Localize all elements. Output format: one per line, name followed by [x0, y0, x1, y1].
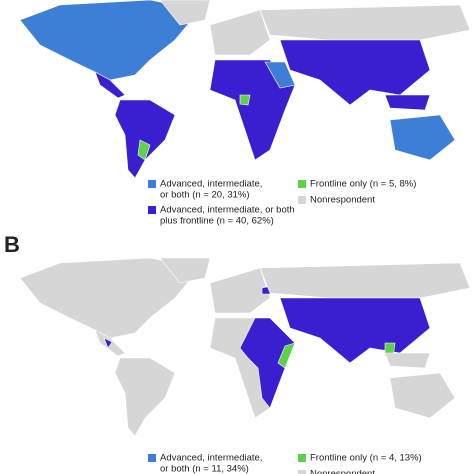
legend-swatch: [298, 180, 306, 188]
legend-text: Nonrespondent: [310, 469, 375, 474]
legend-text: Frontline only (n = 5, 8%): [310, 179, 416, 190]
legend-text: or both (n = 11, 34%): [160, 464, 249, 474]
world-map-b: [19, 257, 471, 437]
legend-swatch: [148, 180, 156, 188]
legend-text: Advanced, intermediate,: [160, 453, 262, 464]
world-map-a: [19, 0, 471, 179]
legend-swatch: [298, 196, 306, 204]
panel-label: B: [4, 232, 20, 257]
legend-swatch: [148, 454, 156, 462]
legend-text: Frontline only (n = 4, 13%): [310, 453, 422, 464]
legend-text: Advanced, intermediate, or both: [160, 205, 295, 216]
legend-swatch: [148, 206, 156, 214]
legend-text: Advanced, intermediate,: [160, 179, 262, 190]
legend-swatch: [298, 454, 306, 462]
legend-text: or both (n = 20, 31%): [160, 190, 250, 201]
legend-text: plus frontline (n = 40, 62%): [160, 216, 274, 227]
legend-text: Nonrespondent: [310, 195, 375, 206]
legend-swatch: [298, 470, 306, 474]
